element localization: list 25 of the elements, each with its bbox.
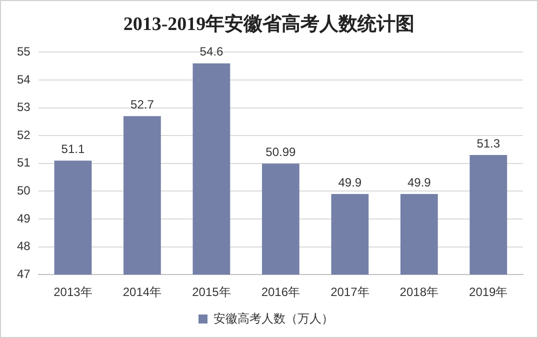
data-label: 51.1 (61, 142, 85, 156)
y-tick-label: 48 (16, 239, 31, 254)
data-label: 52.7 (130, 97, 154, 112)
y-tick-label: 55 (16, 44, 31, 59)
x-tick-label: 2013年 (54, 285, 92, 300)
y-tick-label: 52 (16, 128, 31, 142)
y-tick-label: 51 (16, 156, 31, 170)
y-tick-label: 49 (16, 211, 31, 226)
legend-label: 安徽高考人数（万人） (214, 311, 334, 326)
x-tick-label: 2015年 (192, 285, 231, 300)
data-label: 51.3 (476, 136, 500, 150)
y-tick-label: 50 (16, 184, 31, 198)
x-tick-label: 2014年 (122, 285, 162, 300)
data-label: 54.6 (200, 44, 224, 59)
x-tick-label: 2017年 (330, 285, 370, 300)
x-tick-label: 2019年 (469, 285, 508, 300)
data-label: 49.9 (338, 175, 362, 190)
data-label: 50.99 (266, 144, 296, 159)
x-tick-label: 2018年 (400, 285, 438, 300)
chart-title: 2013-2019年安徽省高考人数统计图 (122, 12, 416, 37)
y-tick-label: 54 (16, 72, 31, 86)
y-tick-label: 47 (16, 266, 31, 281)
x-tick-label: 2016年 (261, 285, 300, 300)
y-tick-label: 53 (16, 100, 31, 114)
data-label: 49.9 (407, 175, 432, 190)
